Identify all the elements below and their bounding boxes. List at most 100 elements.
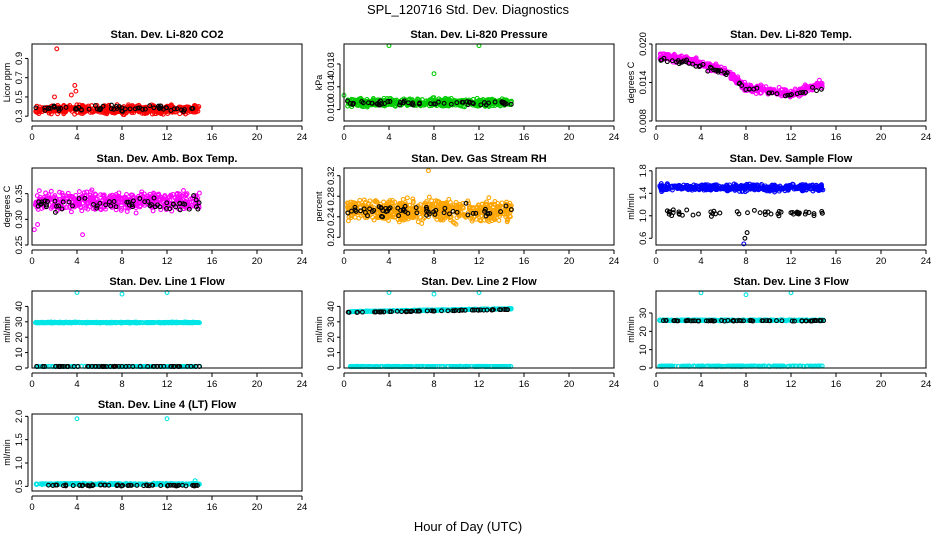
y-tick-label: 0.020 [638, 32, 649, 56]
x-tick-label: 8 [431, 379, 436, 390]
data-point [787, 92, 793, 98]
data-point [693, 63, 699, 69]
x-tick-label: 24 [609, 256, 620, 267]
panel-title: Stan. Dev. Li-820 Temp. [730, 29, 852, 41]
data-point [179, 107, 184, 113]
x-tick-label: 8 [743, 256, 748, 267]
data-point [182, 107, 187, 113]
y-axis-label: Licor ppm [2, 63, 12, 103]
data-point [188, 196, 194, 202]
y-axis-label: percent [314, 191, 324, 222]
data-point [684, 207, 690, 213]
y-tick-label: 30 [326, 317, 337, 328]
y-tick-label: 0.014 [326, 75, 337, 99]
x-tick-label: 12 [474, 256, 485, 267]
outlier-point [744, 230, 750, 236]
data-points [341, 43, 514, 110]
x-tick-label: 4 [74, 379, 79, 390]
data-point [101, 195, 107, 201]
y-tick-label: 0.014 [638, 71, 649, 95]
data-point [196, 190, 202, 196]
y-tick-label: 0.24 [326, 208, 337, 227]
data-point [98, 105, 104, 111]
x-tick-label: 0 [341, 132, 346, 143]
data-point [33, 105, 39, 111]
plot-frame [655, 167, 927, 246]
x-tick-label: 24 [297, 379, 308, 390]
data-point [758, 82, 764, 88]
data-points [33, 46, 202, 118]
data-point [90, 109, 96, 115]
x-tick-label: 4 [386, 379, 391, 390]
x-tick-label: 16 [519, 256, 530, 267]
x-tick-label: 16 [207, 132, 218, 143]
data-point [723, 72, 729, 78]
data-point [818, 86, 824, 92]
y-axis-label: degrees C [2, 185, 12, 227]
y-tick-label: 20 [14, 332, 25, 343]
y-axis: 0.250.300.35 [14, 184, 29, 255]
data-point [481, 100, 487, 106]
series-hourly [658, 55, 824, 99]
data-point [133, 210, 139, 216]
data-point [757, 210, 763, 216]
y-tick-label: 0.30 [14, 210, 25, 229]
data-point [181, 188, 186, 193]
data-point [489, 96, 495, 102]
x-tick-label: 8 [743, 132, 748, 143]
x-tick-label: 24 [921, 256, 932, 267]
x-tick-label: 12 [786, 132, 797, 143]
data-point [397, 102, 403, 108]
y-tick-label: 0.25 [14, 236, 25, 255]
data-point [431, 101, 437, 107]
data-point [77, 102, 82, 108]
y-axis-label: ml/min [2, 316, 12, 343]
y-tick-label: 1.4 [638, 187, 649, 200]
panel-title: Stan. Dev. Li-820 CO2 [111, 29, 224, 41]
data-point [170, 191, 176, 197]
series-hourly [664, 207, 825, 219]
x-tick-label: 4 [386, 256, 391, 267]
y-tick-label: 20 [326, 332, 337, 343]
data-point [347, 101, 353, 106]
panel-title: Stan. Dev. Li-820 Pressure [410, 29, 547, 41]
data-point [153, 111, 159, 117]
x-axis: 0 4 8 12 16 20 24 [29, 125, 307, 143]
x-tick-label: 16 [519, 379, 530, 390]
x-tick-label: 4 [74, 132, 79, 143]
data-point [745, 210, 750, 216]
data-point [464, 99, 470, 105]
x-tick-label: 12 [474, 379, 485, 390]
data-point [119, 105, 125, 111]
data-point [127, 106, 133, 112]
data-point [141, 191, 147, 197]
data-point [382, 101, 387, 106]
data-point [803, 87, 809, 92]
x-axis: 0 4 8 12 16 20 24 [341, 125, 619, 143]
data-point [508, 101, 514, 107]
panel-boxtemp: Stan. Dev. Amb. Box Temp.degrees C0 4 8 12 1… [2, 153, 307, 267]
data-point [166, 194, 172, 200]
data-point [92, 103, 98, 109]
data-point [669, 56, 675, 62]
data-point [696, 211, 701, 217]
y-tick-label: 10 [326, 347, 337, 358]
outlier-point [73, 88, 79, 94]
data-point [189, 106, 195, 111]
x-tick-label: 20 [564, 379, 575, 390]
x-tick-label: 0 [29, 256, 34, 267]
data-point [448, 101, 454, 107]
data-point [717, 210, 723, 216]
x-tick-label: 24 [297, 256, 308, 267]
data-point [743, 87, 749, 92]
data-point [759, 86, 765, 92]
x-axis: 0 4 8 12 16 20 24 [29, 249, 308, 267]
panel-title: Stan. Dev. Line 3 Flow [733, 276, 849, 288]
y-tick-label: 40 [326, 301, 337, 312]
data-point [164, 105, 170, 111]
data-point [419, 221, 425, 226]
data-point [188, 199, 194, 205]
